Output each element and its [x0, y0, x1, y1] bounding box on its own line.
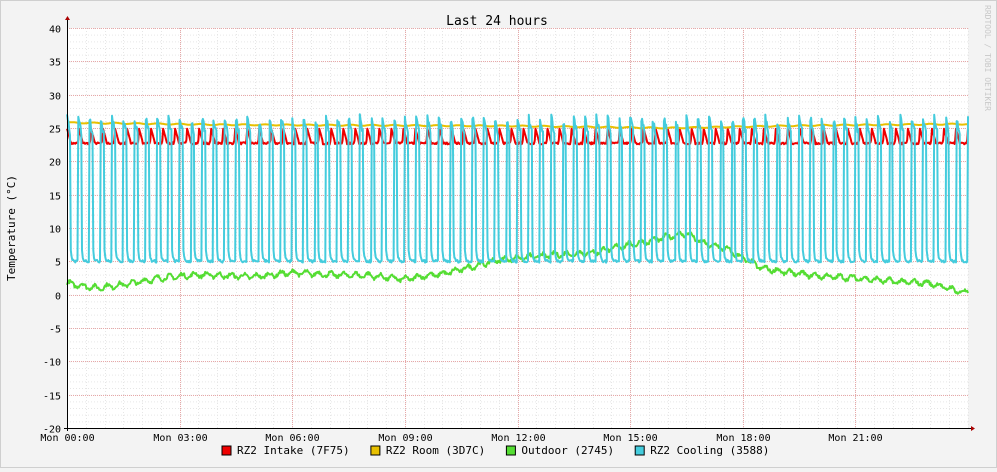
- y-axis-arrow: [65, 16, 70, 20]
- legend-label-1: RZ2 Intake (7F75): [237, 444, 350, 457]
- y-tick-label: 10: [49, 225, 61, 236]
- y-tick-label: 20: [49, 158, 61, 169]
- y-axis-label: Temperature (°C): [5, 175, 18, 281]
- legend: RZ2 Intake (7F75) RZ2 Room (3D7C) Outdoor …: [221, 444, 769, 457]
- legend-label-2: RZ2 Room (3D7C): [386, 444, 485, 457]
- y-tick-label: 5: [55, 258, 61, 269]
- y-tick-label: 35: [49, 58, 61, 69]
- watermark-text: RRDTOOL / TOBI OETIKER: [983, 5, 992, 111]
- legend-label-3: Outdoor (2745): [521, 444, 614, 457]
- legend-swatch-4: [634, 445, 645, 456]
- x-tick-label: Mon 09:00: [378, 433, 432, 444]
- x-axis-arrow: [971, 426, 975, 431]
- legend-swatch-2: [370, 445, 381, 456]
- x-tick-label: Mon 03:00: [153, 433, 207, 444]
- x-tick-label: Mon 12:00: [491, 433, 545, 444]
- y-tick-label: -10: [43, 358, 61, 369]
- y-tick-label: 30: [49, 92, 61, 103]
- y-tick-label: 25: [49, 125, 61, 136]
- legend-swatch-3: [505, 445, 516, 456]
- y-tick-label: 15: [49, 192, 61, 203]
- series-line-4: [66, 113, 969, 264]
- y-tick-label: -5: [49, 325, 61, 336]
- legend-swatch-1: [221, 445, 232, 456]
- y-tick-label: -15: [43, 392, 61, 403]
- legend-label-4: RZ2 Cooling (3588): [650, 444, 769, 457]
- y-tick-label: 40: [49, 25, 61, 36]
- x-tick-label: Mon 00:00: [40, 433, 94, 444]
- x-tick-label: Mon 21:00: [828, 433, 882, 444]
- y-tick-label: 0: [55, 292, 61, 303]
- x-tick-label: Mon 06:00: [265, 433, 319, 444]
- chart-title: Last 24 hours: [446, 14, 548, 29]
- x-tick-label: Mon 15:00: [603, 433, 657, 444]
- y-tick-label: -20: [43, 425, 61, 436]
- x-tick-label: Mon 18:00: [716, 433, 770, 444]
